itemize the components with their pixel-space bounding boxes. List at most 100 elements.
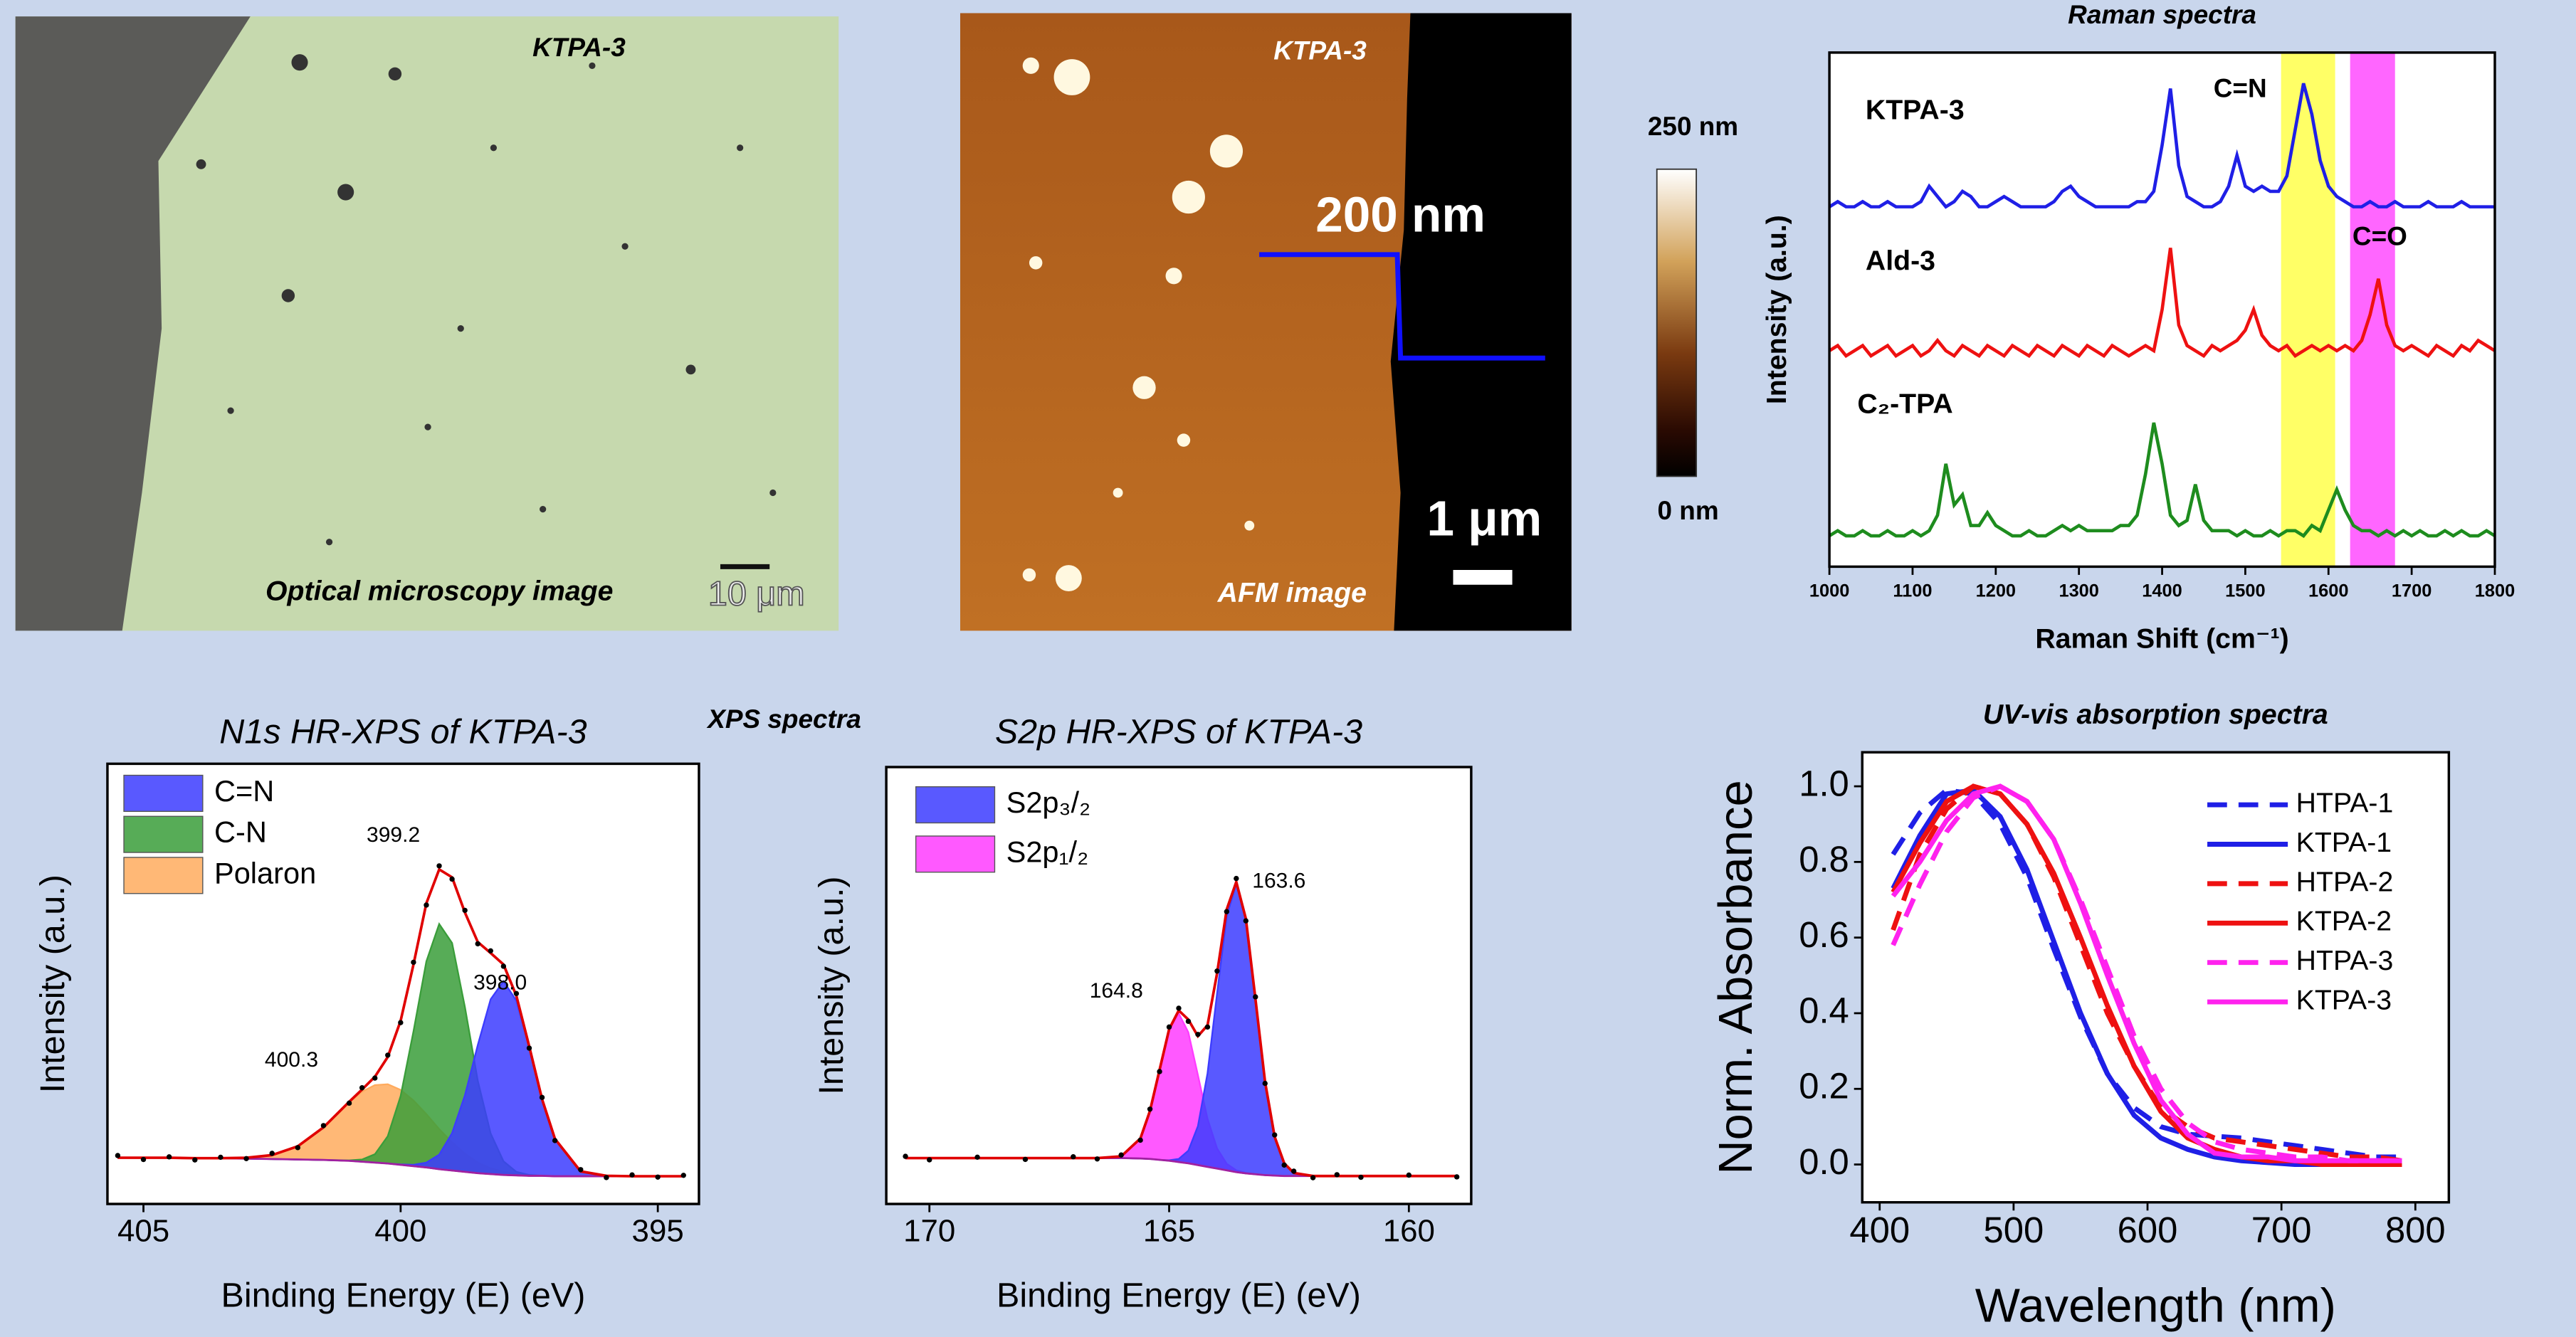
measured-point	[1407, 1173, 1411, 1178]
x-tick-label: 395	[632, 1213, 684, 1248]
legend-label: KTPA-3	[2296, 984, 2392, 1015]
measured-point	[1195, 1032, 1200, 1037]
measured-point	[1137, 1138, 1142, 1143]
measured-point	[243, 1156, 248, 1161]
x-tick-label: 170	[903, 1213, 955, 1248]
x-tick-label: 1800	[2475, 581, 2515, 601]
measured-point	[347, 1101, 352, 1106]
measured-point	[218, 1155, 223, 1160]
measured-point	[321, 1123, 326, 1128]
legend-label: HTPA-2	[2296, 866, 2394, 897]
x-tick-label: 160	[1383, 1213, 1435, 1248]
x-tick-label: 1200	[1976, 581, 2016, 601]
x-tick-label: 1400	[2142, 581, 2182, 601]
legend-label: KTPA-2	[2296, 906, 2392, 937]
chart-panel: UV-vis absorption spectraWavelength (nm)…	[1709, 699, 2449, 1333]
series-label: Ald-3	[1866, 245, 1935, 277]
x-tick-label: 165	[1143, 1213, 1195, 1248]
page: {"optical": {"sample": "KTPA-3", "captio…	[0, 0, 2576, 1337]
x-tick-label: 400	[374, 1213, 426, 1248]
measured-point	[1253, 994, 1258, 999]
x-tick-label: 1600	[2308, 581, 2348, 601]
x-tick-label: 1100	[1893, 581, 1932, 601]
scale-bar	[1453, 570, 1512, 585]
measured-point	[927, 1157, 932, 1162]
measured-point	[1454, 1174, 1459, 1179]
measured-point	[1095, 1156, 1100, 1161]
measured-point	[1157, 1069, 1162, 1074]
measured-point	[1186, 1019, 1191, 1024]
series-label: C₂-TPA	[1857, 389, 1952, 420]
chart-title: UV-vis absorption spectra	[1983, 699, 2328, 730]
x-tick-label: 405	[117, 1213, 169, 1248]
y-tick-label: 0.8	[1799, 839, 1849, 879]
legend-swatch	[916, 787, 995, 823]
measured-point	[411, 960, 416, 965]
measured-point	[1118, 1153, 1123, 1158]
measured-point	[903, 1153, 908, 1158]
legend-swatch	[916, 836, 995, 872]
measured-point	[681, 1173, 686, 1178]
y-axis-label: Norm. Absorbance	[1709, 780, 1762, 1174]
x-tick-label: 400	[1849, 1210, 1910, 1250]
measured-point	[1244, 918, 1248, 923]
y-tick-label: 0.0	[1799, 1141, 1849, 1182]
afm-caption: AFM image	[1217, 577, 1367, 608]
legend-label: KTPA-1	[2296, 827, 2392, 858]
x-tick-label: 600	[2118, 1210, 2178, 1250]
measured-point	[436, 863, 441, 868]
step-height: 200 nm	[1315, 186, 1486, 242]
legend-label: S2p₃/₂	[1006, 786, 1091, 819]
highlight-band	[2281, 53, 2335, 567]
figure: KTPA-3 Optical microscopy image 10 μm KT…	[0, 0, 2576, 1337]
measured-point	[540, 1095, 545, 1100]
legend-label: C=N	[214, 774, 274, 808]
colorbar-min: 0 nm	[1657, 496, 1718, 525]
chart-title: S2p HR-XPS of KTPA-3	[995, 713, 1362, 751]
measured-point	[629, 1172, 634, 1177]
measured-point	[1205, 1025, 1210, 1030]
measured-point	[1023, 1157, 1028, 1162]
band-label: C=O	[2352, 221, 2407, 250]
x-tick-label: 700	[2251, 1210, 2312, 1250]
measured-point	[372, 1075, 377, 1080]
afm-image: KTPA-3 AFM image 200 nm 1 μm	[960, 13, 1572, 630]
x-tick-label: 500	[1984, 1210, 2044, 1250]
measured-point	[1291, 1168, 1296, 1173]
x-axis-label: Raman Shift (cm⁻¹)	[2035, 623, 2288, 655]
measured-point	[1234, 876, 1239, 881]
measured-point	[1147, 1106, 1152, 1111]
xps-header: XPS spectra	[706, 704, 861, 734]
measured-point	[552, 1138, 557, 1143]
colorbar-max: 250 nm	[1648, 112, 1738, 141]
measured-point	[1281, 1163, 1286, 1168]
measured-point	[167, 1154, 172, 1159]
y-tick-label: 0.4	[1799, 990, 1849, 1030]
legend-swatch	[124, 857, 203, 894]
measured-point	[1214, 968, 1219, 973]
measured-point	[115, 1153, 120, 1158]
measured-point	[295, 1145, 300, 1150]
peak-label: 163.6	[1252, 870, 1305, 893]
measured-point	[488, 948, 493, 953]
measured-point	[1071, 1154, 1076, 1159]
peak-label: 400.3	[265, 1048, 318, 1072]
measured-point	[1167, 1025, 1172, 1030]
y-axis-label: Intensity (a.u.)	[33, 874, 72, 1093]
afm-scale-label: 1 μm	[1426, 490, 1542, 546]
measured-point	[359, 1085, 364, 1090]
measured-point	[192, 1157, 197, 1162]
optical-sample: KTPA-3	[532, 33, 626, 62]
legend-swatch	[124, 816, 203, 852]
measured-point	[1176, 1005, 1181, 1010]
legend-label: S2p₁/₂	[1006, 835, 1089, 868]
y-tick-label: 0.2	[1799, 1066, 1849, 1106]
legend-label: C-N	[214, 815, 267, 849]
x-tick-label: 1300	[2059, 581, 2098, 601]
y-tick-label: 1.0	[1799, 763, 1849, 803]
measured-point	[398, 1020, 403, 1025]
measured-point	[449, 877, 454, 882]
band-label: C=N	[2214, 74, 2267, 103]
measured-point	[1358, 1175, 1363, 1180]
